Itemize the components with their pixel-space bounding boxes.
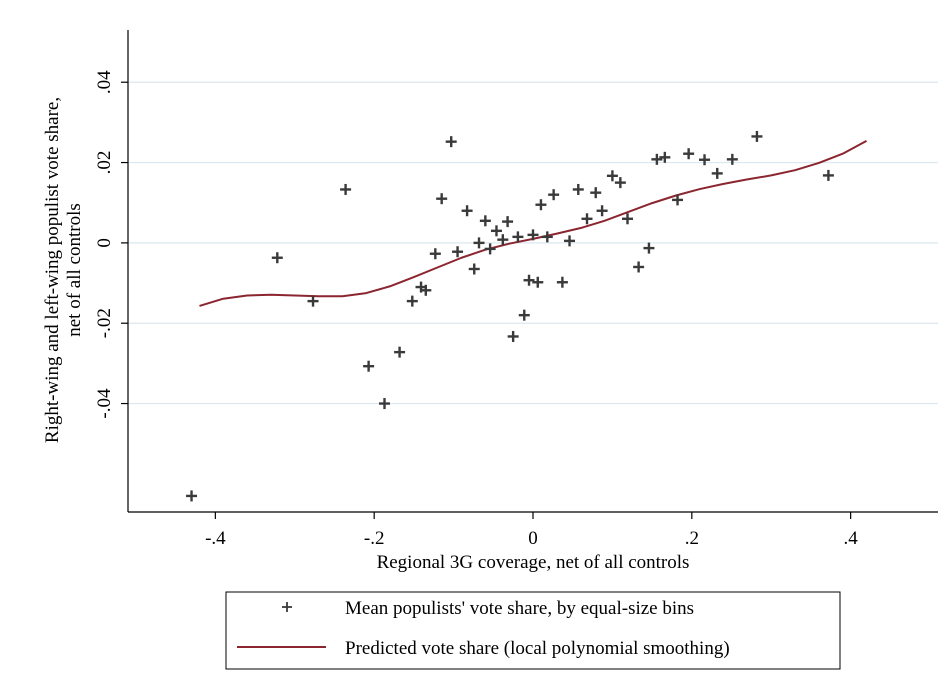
y-tick-label: -.02 — [94, 308, 115, 338]
scatter-marker — [683, 148, 695, 160]
scatter-marker — [490, 225, 502, 237]
scatter-marker — [535, 199, 547, 211]
scatter-marker — [484, 243, 496, 255]
scatter-marker — [497, 234, 509, 246]
scatter-marker — [633, 261, 645, 273]
scatter-marker — [672, 194, 684, 206]
y-tick-label: .02 — [94, 151, 115, 175]
scatter-marker — [468, 263, 480, 275]
marker-layer — [186, 130, 834, 502]
scatter-marker — [436, 193, 448, 205]
scatter-marker — [363, 360, 375, 372]
scatter-marker — [461, 205, 473, 217]
scatter-marker — [512, 231, 524, 243]
legend-label-markers: Mean populists' vote share, by equal-siz… — [345, 598, 694, 619]
scatter-marker — [659, 151, 671, 163]
scatter-marker — [473, 237, 485, 249]
x-tick-label: .4 — [844, 528, 859, 549]
scatter-marker — [572, 183, 584, 195]
scatter-marker — [340, 183, 352, 195]
x-tick-label: -.4 — [205, 528, 226, 549]
y-tick-label: .04 — [94, 70, 115, 94]
scatter-marker — [518, 309, 530, 321]
scatter-marker — [429, 248, 441, 260]
scatter-marker — [614, 177, 626, 189]
scatter-marker — [564, 235, 576, 247]
scatter-marker — [307, 295, 319, 307]
scatter-marker — [590, 187, 602, 199]
scatter-marker — [751, 130, 763, 142]
scatter-marker — [532, 276, 544, 288]
scatter-marker — [596, 205, 608, 217]
scatter-marker — [606, 170, 618, 182]
scatter-marker — [527, 229, 539, 241]
scatter-marker — [502, 216, 514, 228]
legend-marker-symbol — [282, 602, 292, 612]
scatter-marker — [379, 398, 390, 410]
legend: Mean populists' vote share, by equal-siz… — [225, 591, 841, 670]
scatter-marker — [556, 276, 568, 288]
scatter-marker — [271, 252, 283, 264]
y-ticks: -.04 -.02 0 .02 .04 — [94, 70, 128, 419]
scatter-marker — [394, 346, 406, 358]
y-tick-label: -.04 — [94, 388, 115, 419]
y-tick-label: 0 — [94, 238, 115, 248]
scatter-marker — [581, 213, 593, 225]
scatter-marker — [406, 295, 418, 307]
scatter-marker — [541, 231, 553, 243]
x-tick-label: .2 — [685, 528, 699, 549]
scatter-marker — [548, 189, 560, 201]
scatter-marker — [699, 154, 711, 166]
grid-lines — [128, 81, 938, 405]
y-axis-title-line-2: net of all controls — [64, 203, 85, 337]
scatter-marker — [186, 490, 198, 502]
x-tick-label: -.2 — [364, 528, 385, 549]
x-axis-title: Regional 3G coverage, net of all control… — [377, 552, 690, 573]
scatter-marker — [726, 153, 738, 165]
scatter-marker — [479, 215, 491, 227]
scatter-marker — [711, 167, 723, 179]
scatter-marker — [507, 330, 519, 342]
scatter-marker — [420, 284, 432, 296]
y-axis-title-line-1: Right-wing and left-wing populist vote s… — [42, 97, 63, 443]
legend-label-line: Predicted vote share (local polynomial s… — [345, 638, 730, 659]
x-tick-label: 0 — [528, 528, 538, 549]
scatter-marker — [622, 213, 633, 225]
legend-box — [225, 591, 841, 670]
x-ticks: -.4 -.2 0 .2 .4 — [205, 512, 858, 549]
scatter-marker — [643, 242, 655, 254]
scatter-marker — [822, 169, 834, 181]
scatter-marker — [445, 136, 457, 148]
scatter-marker — [651, 153, 663, 165]
scatter-marker — [523, 274, 535, 286]
scatter-marker — [452, 246, 464, 258]
